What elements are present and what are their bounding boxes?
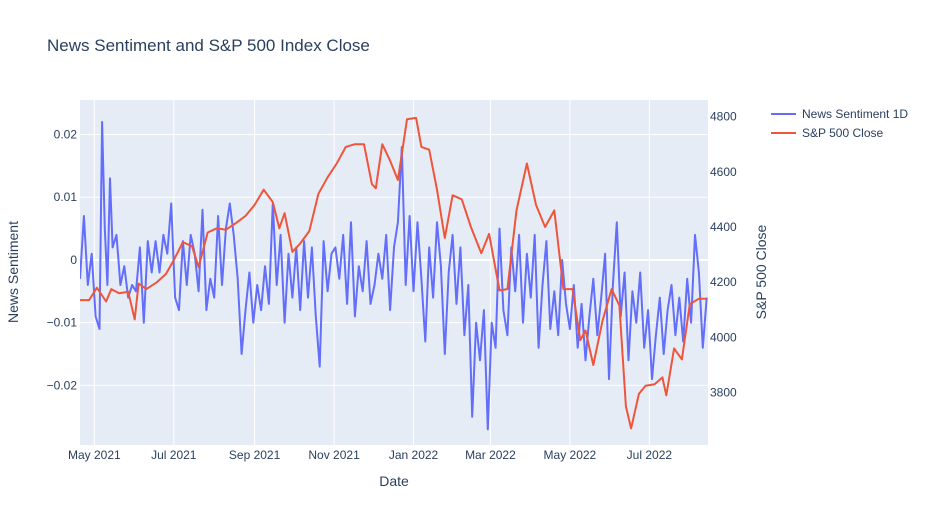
y-axis-left-title: News Sentiment	[5, 221, 21, 323]
chart-title: News Sentiment and S&P 500 Index Close	[47, 36, 370, 55]
legend-label-sp500[interactable]: S&P 500 Close	[802, 126, 883, 140]
y-right-tick-label: 4400	[710, 220, 737, 234]
y-left-tick-label: 0	[70, 253, 77, 267]
legend-label-sentiment[interactable]: News Sentiment 1D	[802, 107, 908, 121]
series-line-sentiment[interactable]	[80, 121, 708, 431]
y-right-tick-label: 3800	[710, 386, 737, 400]
y-axis-right-title: S&P 500 Close	[753, 224, 769, 319]
x-axis-title: Date	[379, 473, 409, 489]
x-tick-label: Mar 2022	[465, 448, 516, 462]
series-line-sp500[interactable]	[80, 116, 707, 430]
y-right-tick-label: 4600	[710, 165, 737, 179]
y-right-tick-label: 4200	[710, 275, 737, 289]
x-tick-label: Nov 2021	[308, 448, 360, 462]
y-left-tick-label: 0.02	[54, 128, 78, 142]
y-left-tick-label: −0.01	[47, 316, 78, 330]
x-tick-label: Jul 2021	[151, 448, 197, 462]
legend[interactable]: News Sentiment 1D S&P 500 Close	[771, 107, 908, 140]
y-right-tick-label: 4800	[710, 110, 737, 124]
y-left-tick-label: 0.01	[54, 190, 78, 204]
x-tick-label: May 2022	[544, 448, 597, 462]
series-lines	[80, 116, 708, 431]
x-tick-label: May 2021	[68, 448, 121, 462]
y-left-tick-label: −0.02	[47, 378, 78, 392]
x-tick-label: Jul 2022	[627, 448, 673, 462]
axis-ticks: May 2021 Jul 2021 Sep 2021 Nov 2021 Jan 2022…	[47, 110, 737, 462]
y-right-tick-label: 4000	[710, 330, 737, 344]
x-tick-label: Sep 2021	[229, 448, 281, 462]
x-tick-label: Jan 2022	[389, 448, 439, 462]
